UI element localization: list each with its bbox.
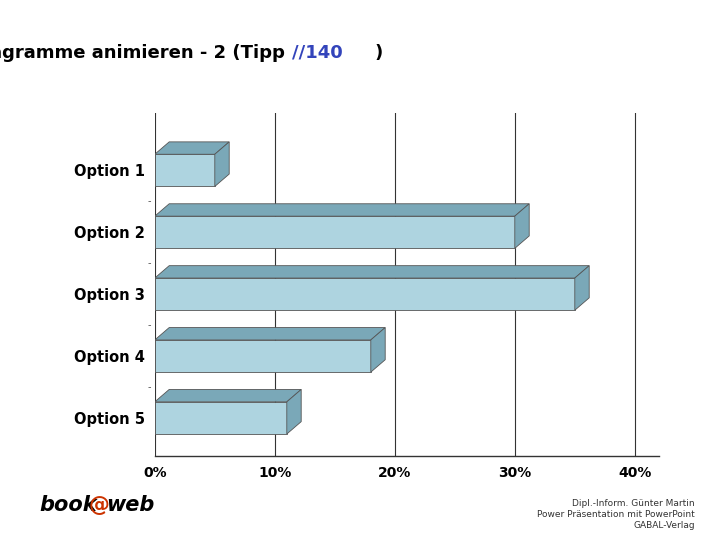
Bar	[155, 154, 215, 186]
Text: -: -	[148, 320, 151, 330]
Text: Diagramme animieren - 2 (Tipp: Diagramme animieren - 2 (Tipp	[0, 44, 292, 62]
Text: @: @	[89, 495, 109, 515]
Polygon shape	[371, 328, 385, 372]
Polygon shape	[155, 142, 229, 154]
Text: ): )	[374, 44, 383, 62]
Polygon shape	[155, 328, 385, 340]
Polygon shape	[155, 266, 589, 278]
Bar	[155, 216, 515, 248]
Polygon shape	[515, 204, 529, 248]
Text: -: -	[148, 258, 151, 268]
Text: Power Präsentation mit PowerPoint: Power Präsentation mit PowerPoint	[537, 510, 695, 519]
Text: GABAL-Verlag: GABAL-Verlag	[633, 521, 695, 530]
Polygon shape	[155, 204, 529, 216]
Polygon shape	[215, 142, 229, 186]
Bar	[155, 278, 575, 310]
Polygon shape	[155, 389, 301, 402]
Text: -: -	[148, 197, 151, 206]
Text: book: book	[40, 495, 97, 515]
Text: //140: //140	[292, 44, 342, 62]
Bar	[155, 402, 287, 434]
Polygon shape	[287, 389, 301, 434]
Text: Dipl.-Inform. Günter Martin: Dipl.-Inform. Günter Martin	[572, 500, 695, 509]
Polygon shape	[575, 266, 589, 310]
Text: -: -	[148, 382, 151, 392]
Bar	[155, 340, 371, 372]
Text: web: web	[107, 495, 155, 515]
